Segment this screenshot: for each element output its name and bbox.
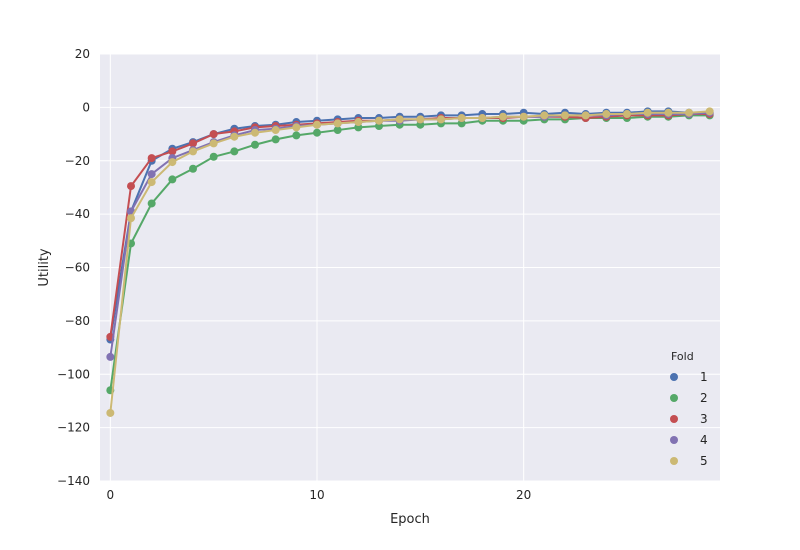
data-point — [106, 352, 115, 361]
x-tick-label: 10 — [309, 488, 324, 502]
data-point — [457, 114, 466, 123]
data-point — [333, 119, 342, 128]
y-tick-label: 0 — [82, 100, 90, 114]
legend-entry: 5 — [700, 454, 708, 468]
y-tick-label: −60 — [65, 261, 90, 275]
y-tick-label: −120 — [57, 421, 90, 435]
data-point — [561, 111, 569, 120]
series-layer — [106, 107, 714, 417]
data-point — [230, 147, 239, 156]
data-point — [292, 131, 301, 140]
data-point — [313, 128, 321, 137]
x-tick-label: 20 — [516, 488, 531, 502]
data-point — [168, 158, 177, 167]
data-point — [251, 140, 259, 149]
data-point — [375, 116, 383, 125]
x-tick-label: 0 — [107, 488, 115, 502]
data-point — [189, 147, 197, 156]
data-point — [540, 111, 549, 120]
x-axis-label: Epoch — [390, 512, 430, 527]
y-tick-label: −40 — [65, 207, 90, 221]
data-point — [602, 110, 611, 119]
legend-marker — [670, 436, 678, 444]
legend-entry: 3 — [700, 412, 708, 426]
data-point — [416, 115, 425, 124]
legend-marker — [670, 457, 678, 465]
data-point — [437, 115, 445, 124]
data-point — [209, 152, 218, 161]
data-point — [685, 108, 693, 117]
data-point — [189, 164, 197, 173]
data-point — [209, 130, 218, 139]
data-point — [478, 114, 487, 123]
legend-entry: 1 — [700, 370, 708, 384]
y-tick-label: −20 — [65, 154, 90, 168]
data-point — [251, 128, 259, 137]
y-tick-label: −80 — [65, 314, 90, 328]
data-point — [168, 147, 177, 156]
data-point — [189, 139, 197, 148]
legend-marker — [670, 394, 678, 402]
y-tick-label: 20 — [75, 47, 90, 61]
legend-entry: 4 — [700, 433, 708, 447]
data-point — [168, 175, 177, 184]
data-point — [106, 408, 115, 417]
data-point — [354, 118, 363, 127]
legend-marker — [670, 373, 678, 381]
data-point — [271, 135, 280, 144]
legend-marker — [670, 415, 678, 423]
data-point — [127, 182, 135, 191]
data-point — [499, 112, 507, 121]
y-tick-label: −100 — [57, 367, 90, 381]
data-point — [664, 108, 673, 117]
y-tick-labels: 20 0 −20 −40 −60 −80 −100 −120 −140 — [57, 47, 90, 488]
data-point — [581, 111, 590, 120]
data-point — [313, 120, 321, 129]
data-point — [147, 199, 156, 208]
data-point — [519, 112, 528, 121]
data-point — [147, 170, 156, 179]
x-tick-labels: 0 10 20 — [107, 488, 532, 502]
data-point — [395, 115, 404, 124]
data-point — [147, 154, 156, 163]
data-point — [271, 126, 280, 135]
data-point — [623, 110, 631, 119]
data-point — [333, 126, 342, 135]
data-point — [705, 107, 714, 116]
y-axis-label: Utility — [37, 248, 52, 287]
data-point — [230, 132, 239, 141]
data-point — [147, 178, 156, 187]
data-point — [292, 123, 301, 132]
legend-entry: 2 — [700, 391, 708, 405]
data-point — [643, 108, 652, 117]
legend: Fold 1 2 3 4 5 — [670, 350, 708, 468]
data-point — [209, 139, 218, 148]
y-tick-label: −140 — [57, 474, 90, 488]
data-point — [127, 214, 135, 223]
series-fold-5 — [106, 107, 714, 417]
legend-title: Fold — [671, 350, 694, 363]
